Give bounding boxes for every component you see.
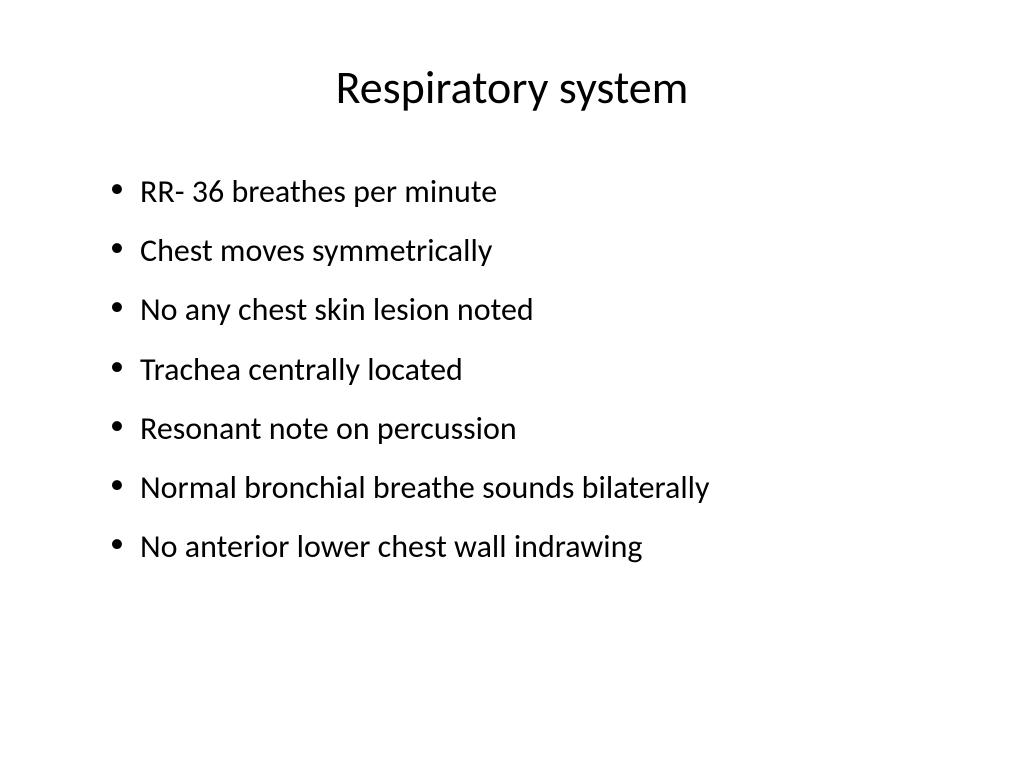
list-item: Trachea centrally located [110, 344, 964, 395]
list-item: RR- 36 breathes per minute [110, 166, 964, 217]
list-item: Resonant note on percussion [110, 403, 964, 454]
bullet-list: RR- 36 breathes per minute Chest moves s… [60, 166, 964, 572]
list-item: Normal bronchial breathe sounds bilatera… [110, 462, 964, 513]
list-item: No anterior lower chest wall indrawing [110, 521, 964, 572]
slide-title: Respiratory system [60, 60, 964, 116]
list-item: No any chest skin lesion noted [110, 284, 964, 335]
list-item: Chest moves symmetrically [110, 225, 964, 276]
